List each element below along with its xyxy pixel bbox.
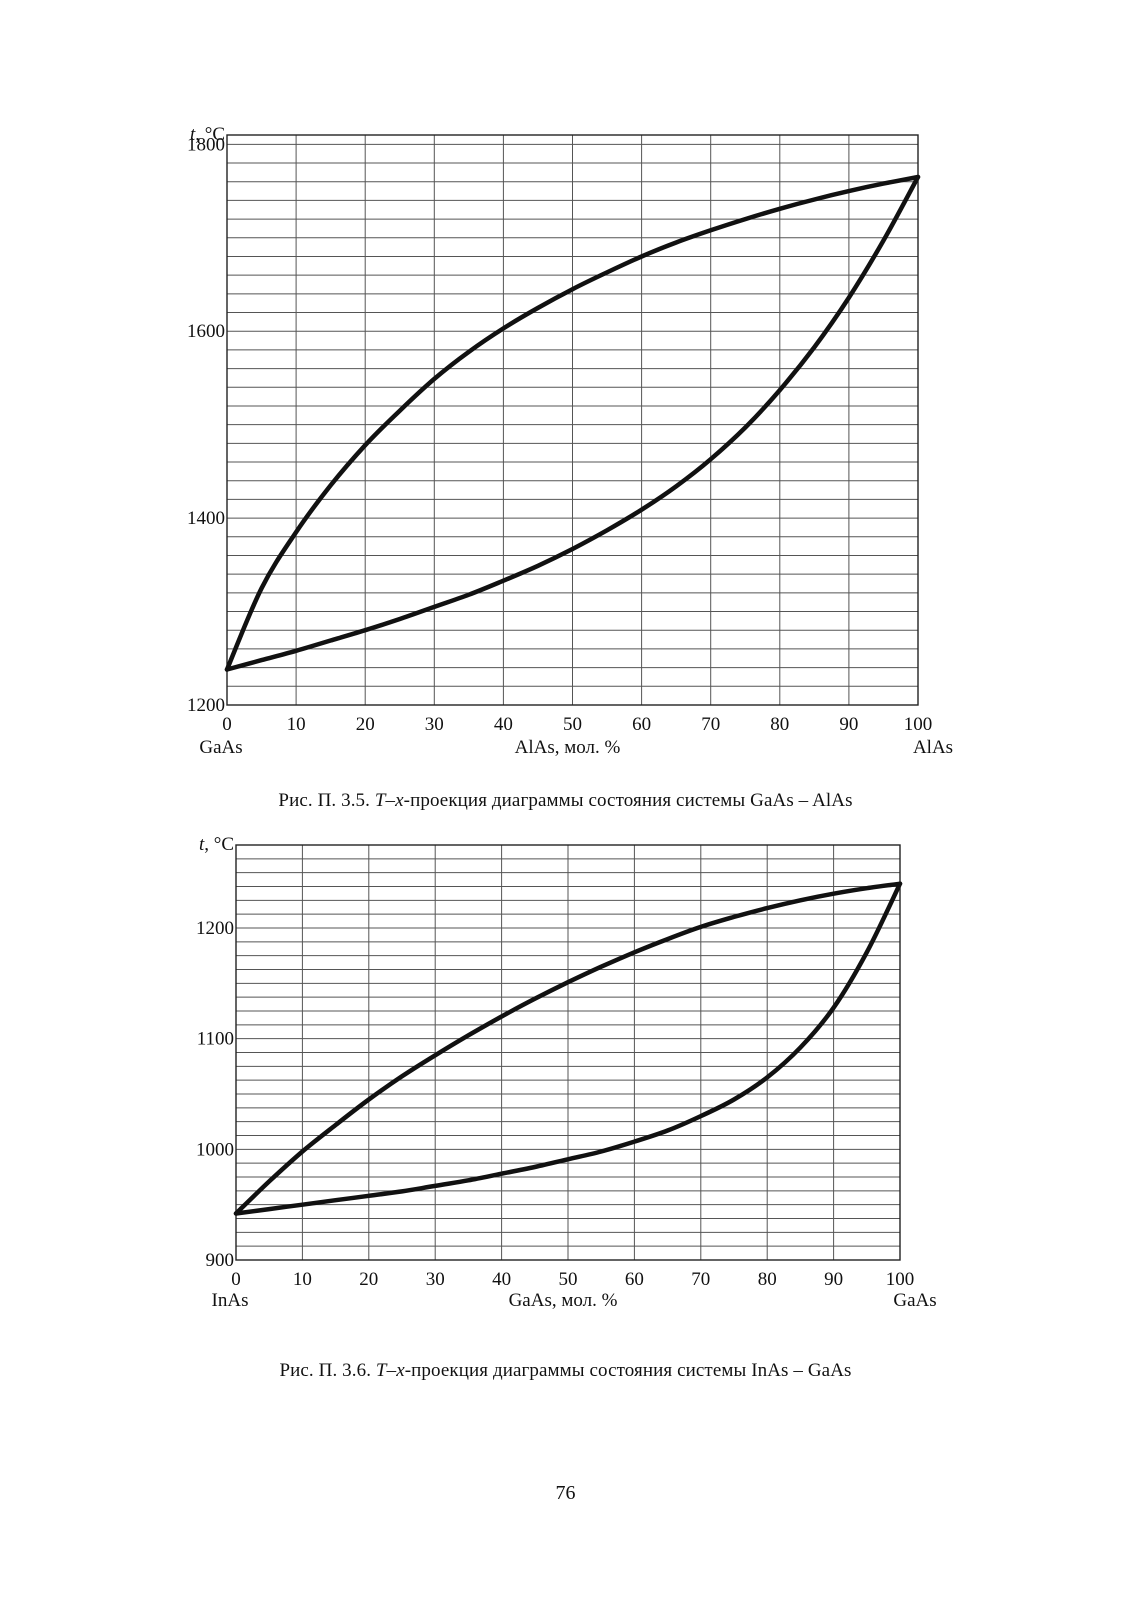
liquidus-curve [233, 881, 903, 1216]
x-tick-label: 60 [625, 1269, 644, 1290]
x-tick-label: 20 [356, 714, 375, 735]
x-tick-label: 0 [231, 1269, 241, 1290]
x-axis-right-component-label: GaAs [893, 1290, 936, 1311]
x-tick-label: 100 [886, 1269, 915, 1290]
x-tick-label: 50 [563, 714, 582, 735]
phase-diagram-gaas-alas: 1200 1400 1600 1800 0 10 20 30 40 50 60 70 80 90 100 t,… [187, 124, 953, 758]
x-axis-right-component-label: AlAs [913, 737, 953, 758]
y-tick-label: 1800 [187, 134, 225, 155]
figure-caption-gaas-alas: Рис. П. 3.5. T–x-проекция диаграммы сост… [0, 790, 1131, 812]
x-axis-left-component-label: InAs [212, 1290, 249, 1311]
y-tick-label: 1400 [187, 508, 225, 529]
x-tick-label: 30 [426, 1269, 445, 1290]
liquidus-curve [224, 174, 921, 672]
x-tick-label: 80 [758, 1269, 777, 1290]
y-tick-label: 900 [206, 1250, 235, 1271]
plot-frame [226, 134, 919, 706]
x-tick-label: 90 [824, 1269, 843, 1290]
y-tick-label: 1200 [196, 918, 234, 939]
caption-prefix: Рис. П. 3.5. [278, 790, 375, 811]
x-axis-left-component-label: GaAs [199, 737, 242, 758]
x-tick-label: 10 [293, 1269, 312, 1290]
caption-text: -проекция диаграммы состояния системы Ga… [403, 790, 853, 811]
x-tick-label: 20 [359, 1269, 378, 1290]
x-tick-label: 30 [425, 714, 444, 735]
x-tick-label: 50 [559, 1269, 578, 1290]
caption-prefix: Рис. П. 3.6. [279, 1360, 376, 1381]
phase-diagram-inas-gaas: 900 1000 1100 1200 0 10 20 30 40 50 60 70 80 90 100 t, … [196, 834, 937, 1311]
plot-frame [235, 844, 901, 1261]
x-axis-label: AlAs, мол. % [515, 737, 621, 758]
x-tick-label: 0 [222, 714, 232, 735]
solidus-curve [224, 174, 921, 672]
figure-inas-gaas: 900 1000 1100 1200 0 10 20 30 40 50 60 70 80 90 100 t, … [0, 820, 1131, 1382]
x-tick-label: 100 [904, 714, 933, 735]
x-tick-label: 40 [494, 714, 513, 735]
caption-emphasis: T–x [374, 790, 404, 811]
y-tick-label: 1600 [187, 321, 225, 342]
x-tick-label: 60 [632, 714, 651, 735]
y-tick-label: 1100 [197, 1029, 234, 1050]
y-tick-label: 1000 [196, 1139, 234, 1160]
page-number: 76 [555, 1482, 576, 1504]
caption-emphasis: T–x [375, 1360, 405, 1381]
y-tick-label: 1200 [187, 695, 225, 716]
solidus-curve [233, 881, 903, 1216]
x-tick-label: 90 [839, 714, 858, 735]
x-tick-label: 10 [287, 714, 306, 735]
y-axis-label: t, °C [199, 834, 234, 855]
caption-text: -проекция диаграммы состояния системы In… [404, 1360, 852, 1381]
y-axis-label: t, °C [190, 124, 225, 145]
x-tick-label: 70 [691, 1269, 710, 1290]
x-tick-label: 80 [770, 714, 789, 735]
figure-caption-inas-gaas: Рис. П. 3.6. T–x-проекция диаграммы сост… [0, 1360, 1131, 1382]
x-tick-label: 40 [492, 1269, 511, 1290]
x-axis-label: GaAs, мол. % [509, 1290, 618, 1311]
figure-gaas-alas: 1200 1400 1600 1800 0 10 20 30 40 50 60 70 80 90 100 t,… [0, 124, 1131, 812]
x-tick-label: 70 [701, 714, 720, 735]
